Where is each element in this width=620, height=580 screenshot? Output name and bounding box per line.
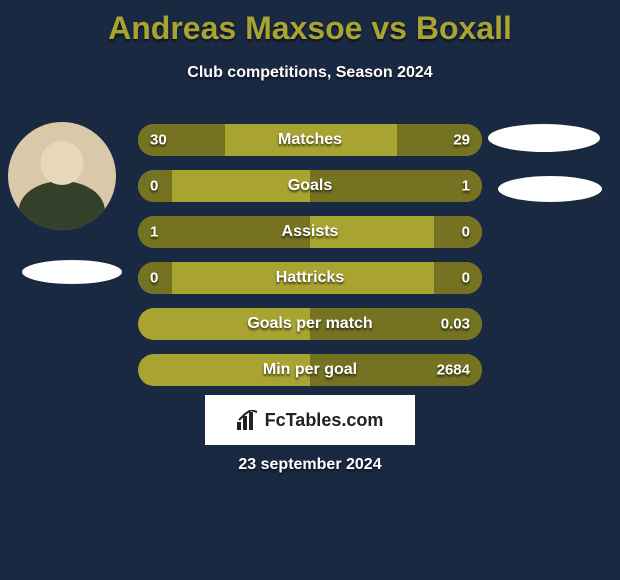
player-right-shadow	[498, 176, 602, 202]
player-right-avatar-placeholder	[488, 124, 600, 152]
stat-row: 00Hattricks	[138, 262, 482, 294]
stat-label: Matches	[138, 131, 482, 149]
stat-label: Goals per match	[138, 315, 482, 333]
bars-icon	[237, 410, 259, 430]
stat-row: 0.03Goals per match	[138, 308, 482, 340]
watermark-badge: FcTables.com	[205, 395, 415, 445]
stat-row: 01Goals	[138, 170, 482, 202]
page-title: Andreas Maxsoe vs Boxall	[0, 10, 620, 47]
chart-date: 23 september 2024	[0, 456, 620, 474]
subtitle: Club competitions, Season 2024	[0, 64, 620, 82]
player-left-avatar	[8, 122, 116, 230]
stat-row: 2684Min per goal	[138, 354, 482, 386]
stat-label: Assists	[138, 223, 482, 241]
stat-row: 3029Matches	[138, 124, 482, 156]
stat-label: Min per goal	[138, 361, 482, 379]
stat-label: Goals	[138, 177, 482, 195]
stat-row: 10Assists	[138, 216, 482, 248]
watermark-text: FcTables.com	[265, 410, 384, 431]
comparison-bars: 3029Matches 01Goals 10Assists 00Hattricks 0.…	[138, 124, 482, 400]
player-left-shadow	[22, 260, 122, 284]
stat-label: Hattricks	[138, 269, 482, 287]
